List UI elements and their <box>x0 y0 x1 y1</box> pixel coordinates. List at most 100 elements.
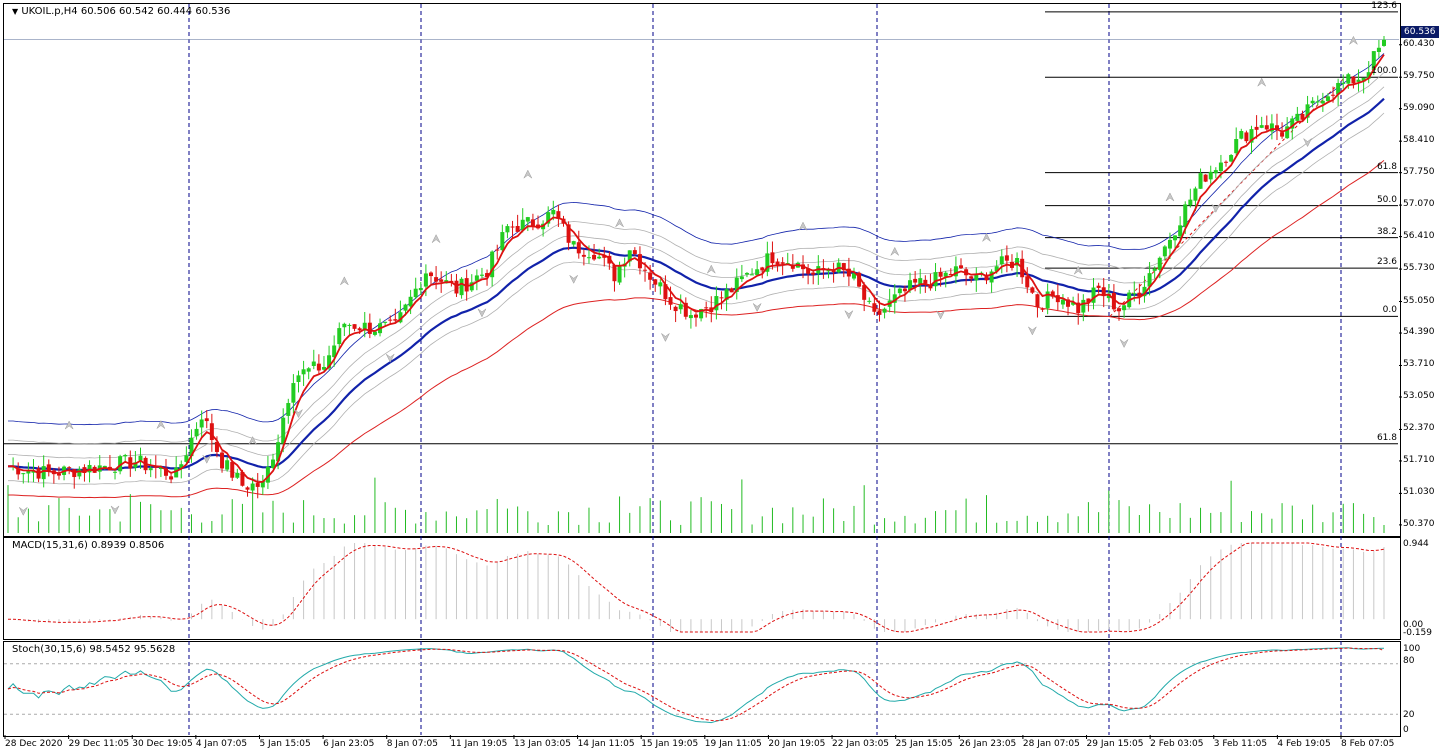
candle-body <box>1254 126 1259 130</box>
candle-body <box>296 375 301 383</box>
time-tick-label: 4 Jan 07:05 <box>195 739 248 749</box>
candle-body <box>1274 125 1279 130</box>
candle-body <box>1361 77 1366 82</box>
candle-body <box>408 296 413 307</box>
time-tick-label: 8 Feb 07:05 <box>1341 739 1395 749</box>
candle-body <box>102 465 107 468</box>
candle-body <box>571 241 576 245</box>
candle-body <box>26 470 31 474</box>
candle-body <box>989 271 994 283</box>
candle-body <box>913 278 918 283</box>
candle-body <box>1040 308 1045 310</box>
candle-body <box>1091 287 1096 303</box>
candle-body <box>724 289 729 300</box>
candle-body <box>230 461 235 478</box>
fractal-down-icon <box>661 333 670 342</box>
fib-level-label: 50.0 <box>1376 194 1397 205</box>
candle-body <box>867 300 872 302</box>
candle-body <box>953 266 958 277</box>
candle-body <box>755 269 760 276</box>
candle-body <box>1300 113 1305 120</box>
time-tick-label: 19 Jan 11:05 <box>704 739 762 749</box>
candle-body <box>1295 113 1300 121</box>
candle-body <box>719 297 724 299</box>
candle-body <box>1106 293 1111 299</box>
time-tick-label: 11 Jan 19:05 <box>450 739 508 749</box>
candle-body <box>56 473 61 476</box>
candle-body <box>892 294 897 303</box>
candle-body <box>1346 74 1351 84</box>
candle-body <box>286 403 291 416</box>
candle-body <box>1366 72 1371 79</box>
candle-body <box>1188 199 1193 206</box>
candle-body <box>1111 292 1116 310</box>
candle-body <box>1015 257 1020 266</box>
candle-body <box>357 328 362 331</box>
candle-body <box>194 428 199 437</box>
price-tick-label: 56.410 <box>1403 230 1435 241</box>
candle-body <box>1096 285 1101 288</box>
candle-body <box>602 254 607 258</box>
candle-body <box>306 368 311 372</box>
fractal-down-icon <box>110 505 120 515</box>
candle-body <box>750 274 755 276</box>
fib-level-label: 100.0 <box>1371 66 1397 77</box>
fib-level-label: 23.6 <box>1376 257 1397 268</box>
time-tick-label: 8 Jan 07:05 <box>386 739 438 749</box>
candle-body <box>1336 83 1341 95</box>
candle-body <box>770 252 775 264</box>
dropdown-arrow-icon[interactable]: ▼ <box>12 7 19 16</box>
candle-body <box>1035 294 1040 308</box>
candle-body <box>21 473 26 475</box>
macd-pane[interactable]: MACD(15,31,6) 0.8939 0.8506 <box>3 537 1401 640</box>
candle-body <box>434 277 439 282</box>
candle-body <box>428 272 433 277</box>
candle-body <box>1310 100 1315 104</box>
fractal-down-icon <box>936 310 945 320</box>
time-tick-label: 5 Jan 15:05 <box>259 739 311 749</box>
candle-body <box>1071 302 1076 305</box>
candle-body <box>811 272 816 275</box>
candle-body <box>245 487 250 490</box>
candle-body <box>332 345 337 358</box>
candle-body <box>1356 79 1361 82</box>
candle-body <box>612 264 617 282</box>
candle-body <box>214 441 219 452</box>
fractal-up-icon <box>156 419 166 429</box>
candle-body <box>790 265 795 269</box>
price-tick-label: 52.370 <box>1403 423 1435 434</box>
candle-body <box>1030 287 1035 293</box>
candle-body <box>959 265 964 269</box>
candle-body <box>1371 51 1376 71</box>
time-tick-label: 25 Jan 15:05 <box>895 739 953 749</box>
fib-old-level-label: 61.8 <box>1376 432 1397 443</box>
fractal-up-icon <box>523 169 533 179</box>
price-tick-label: 54.390 <box>1403 327 1435 338</box>
candle-body <box>133 462 138 468</box>
candle-body <box>744 272 749 275</box>
candle-body <box>525 217 530 222</box>
candle-body <box>113 471 118 473</box>
candle-body <box>683 302 688 317</box>
candle-body <box>1325 96 1330 102</box>
stoch-pane[interactable]: Stoch(30,15,6) 98.5452 95.5628 <box>3 641 1401 737</box>
candle-body <box>765 253 770 272</box>
candle-body <box>1213 170 1218 174</box>
fib-level-label: 38.2 <box>1376 226 1397 237</box>
macd-signal-line <box>8 542 1385 633</box>
candle-body <box>393 319 398 321</box>
candle-body <box>1208 171 1213 180</box>
time-tick-label: 13 Jan 03:05 <box>513 739 571 749</box>
candle-body <box>643 269 648 271</box>
candle-body <box>271 459 276 469</box>
candle-body <box>464 278 469 292</box>
candle-body <box>123 454 128 457</box>
candle-body <box>490 251 495 278</box>
candle-body <box>118 456 123 472</box>
price-pane[interactable]: ▼ UKOIL.p,H4 60.506 60.542 60.444 60.536 <box>3 3 1401 537</box>
candle-body <box>16 468 21 475</box>
price-tick-label: 59.090 <box>1403 102 1435 113</box>
candle-body <box>734 277 739 292</box>
time-tick-label: 28 Jan 07:05 <box>1022 739 1080 749</box>
